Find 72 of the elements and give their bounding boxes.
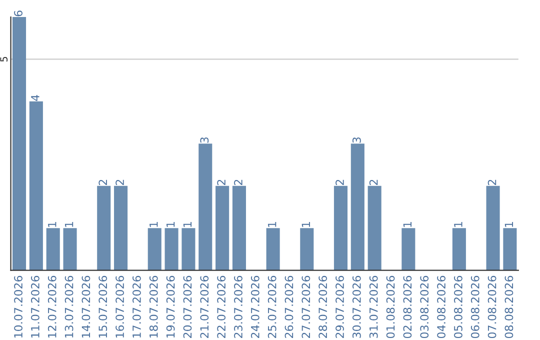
x-tick-label: 11.07.2026	[31, 276, 40, 338]
bar	[148, 228, 162, 270]
x-tick-label: 31.07.2026	[369, 276, 378, 338]
data-label: 1	[48, 222, 56, 227]
x-tick-label: 26.07.2026	[284, 276, 294, 338]
data-label: 1	[183, 222, 192, 227]
bar	[46, 228, 60, 270]
data-label: 2	[116, 180, 124, 186]
data-label: 1	[403, 222, 412, 227]
data-label: 2	[234, 180, 242, 186]
x-tick-label: 14.07.2026	[82, 276, 90, 338]
x-tick-label: 02.08.2026	[403, 276, 412, 338]
bar	[266, 228, 280, 270]
data-label: 2	[488, 180, 496, 186]
bar	[164, 228, 178, 270]
x-tick-label: 13.07.2026	[64, 276, 74, 338]
data-label: 4	[31, 94, 40, 101]
bar	[114, 186, 128, 270]
x-tick-label: 10.07.2026	[14, 276, 22, 338]
data-label: 1	[504, 222, 514, 227]
data-label: 2	[98, 180, 107, 186]
x-tick-label: 30.07.2026	[352, 276, 361, 338]
bar	[182, 228, 196, 270]
x-tick-label: 17.07.2026	[132, 276, 141, 338]
x-tick-label: 15.07.2026	[98, 276, 108, 338]
x-tick-label: 23.07.2026	[234, 276, 242, 338]
data-label: 1	[454, 222, 462, 227]
data-label: 1	[166, 222, 175, 227]
data-label: 2	[369, 180, 378, 186]
x-tick-label: 22.07.2026	[217, 276, 226, 338]
bar	[97, 186, 111, 270]
data-label: 2	[217, 180, 226, 186]
x-tick-label: 21.07.2026	[200, 276, 209, 338]
x-tick-label: 12.07.2026	[48, 276, 56, 338]
data-label: 2	[336, 180, 344, 186]
bar	[368, 186, 382, 270]
x-tick-label: 16.07.2026	[116, 276, 124, 338]
data-label: 3	[200, 137, 209, 143]
x-tick-label: 28.07.2026	[318, 276, 328, 338]
x-tick-label: 24.07.2026	[250, 276, 260, 338]
data-label: 6	[14, 10, 22, 16]
x-tick-label: 20.07.2026	[183, 276, 192, 338]
x-tick-label: 03.08.2026	[420, 276, 429, 338]
bar	[300, 228, 314, 270]
bar	[216, 186, 230, 270]
x-tick-label: 29.07.2026	[336, 276, 344, 338]
x-tick-label: 25.07.2026	[268, 276, 276, 338]
bar	[63, 228, 77, 270]
x-tick-label: 08.08.2026	[504, 276, 514, 338]
x-tick-label: 01.08.2026	[386, 276, 395, 338]
data-label: 1	[150, 222, 158, 227]
x-tick-label: 07.08.2026	[488, 276, 496, 338]
bar	[503, 228, 517, 270]
data-label: 1	[268, 222, 276, 227]
data-label: 3	[352, 137, 361, 143]
y-tick-label: 5	[0, 56, 8, 62]
x-tick-label: 06.08.2026	[470, 276, 480, 338]
data-label: 1	[64, 222, 74, 227]
bar	[232, 186, 246, 270]
x-tick-label: 05.08.2026	[454, 276, 462, 338]
data-label: 1	[302, 222, 310, 227]
x-tick-label: 27.07.2026	[302, 276, 310, 338]
bar	[29, 101, 43, 270]
bar	[402, 228, 416, 270]
bar	[198, 144, 212, 270]
bar	[486, 186, 500, 270]
x-tick-label: 04.08.2026	[437, 276, 446, 338]
x-tick-label: 18.07.2026	[149, 276, 158, 338]
x-tick-label: 19.07.2026	[166, 276, 175, 338]
bar	[334, 186, 348, 270]
bar	[350, 144, 364, 270]
bar	[452, 228, 466, 270]
